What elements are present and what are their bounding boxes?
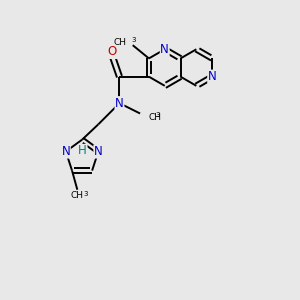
Text: 3: 3 [84, 191, 88, 197]
Text: N: N [208, 70, 217, 83]
Text: CH: CH [71, 191, 84, 200]
Text: O: O [107, 45, 117, 58]
Text: CH: CH [148, 112, 161, 122]
Text: 3: 3 [131, 38, 136, 44]
Text: 3: 3 [155, 112, 160, 118]
Text: N: N [94, 145, 103, 158]
Text: N: N [61, 145, 70, 158]
Text: N: N [115, 97, 124, 110]
Text: H: H [78, 144, 87, 158]
Text: N: N [160, 43, 169, 56]
Text: CH: CH [113, 38, 126, 47]
